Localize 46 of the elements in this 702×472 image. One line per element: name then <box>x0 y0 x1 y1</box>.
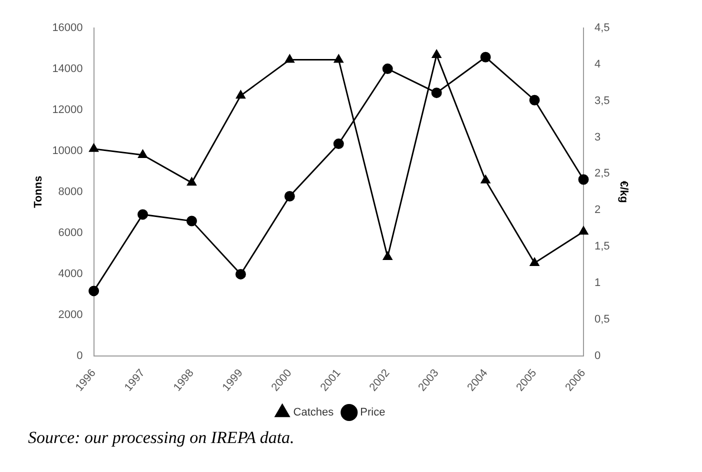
source-note: Source: our processing on IREPA data. <box>27 428 296 448</box>
point <box>432 50 442 58</box>
y2-tick-label: 2 <box>594 204 601 216</box>
point <box>530 258 540 266</box>
y-tick-label: 14000 <box>52 63 83 75</box>
y-axis-title: Tonns <box>32 176 45 208</box>
y-tick-label: 0 <box>76 350 83 362</box>
legend-label: Price <box>360 406 386 419</box>
legend-label: Catches <box>293 406 334 419</box>
point <box>236 90 246 99</box>
y2-tick-label: 4 <box>594 58 601 70</box>
y2-tick-label: 0 <box>594 350 601 362</box>
y2-tick-label: 3 <box>594 131 601 144</box>
y2-tick-label: 1,5 <box>594 240 610 253</box>
y-tick-label: 2000 <box>58 308 83 321</box>
y-tick-label: 4000 <box>58 268 83 280</box>
point <box>382 252 392 260</box>
point <box>285 54 294 63</box>
point <box>480 52 491 62</box>
y-tick-label: 8000 <box>58 186 83 198</box>
y2-tick-label: 3,5 <box>594 94 610 107</box>
point <box>88 286 100 296</box>
point <box>284 191 295 202</box>
y-tick-label: 12000 <box>52 104 83 116</box>
point <box>431 88 442 98</box>
point <box>382 64 393 74</box>
point <box>89 144 98 152</box>
point <box>138 150 148 158</box>
point <box>235 268 246 280</box>
point <box>333 138 344 150</box>
y-tick-label: 10000 <box>52 144 83 157</box>
point <box>334 54 344 63</box>
point <box>578 174 589 185</box>
y-tick-label: 16000 <box>52 22 83 34</box>
point <box>480 175 490 184</box>
y2-axis-title: €/kg <box>617 180 630 203</box>
y2-tick-label: 4,5 <box>594 22 610 34</box>
point <box>187 177 196 186</box>
y2-tick-label: 1 <box>594 276 601 289</box>
point <box>529 94 540 106</box>
y2-tick-label: 2,5 <box>594 168 610 180</box>
y-tick-label: 6000 <box>58 226 83 239</box>
point <box>138 209 148 220</box>
point <box>578 226 588 235</box>
y2-tick-label: 0,5 <box>594 313 610 326</box>
point <box>186 216 197 226</box>
